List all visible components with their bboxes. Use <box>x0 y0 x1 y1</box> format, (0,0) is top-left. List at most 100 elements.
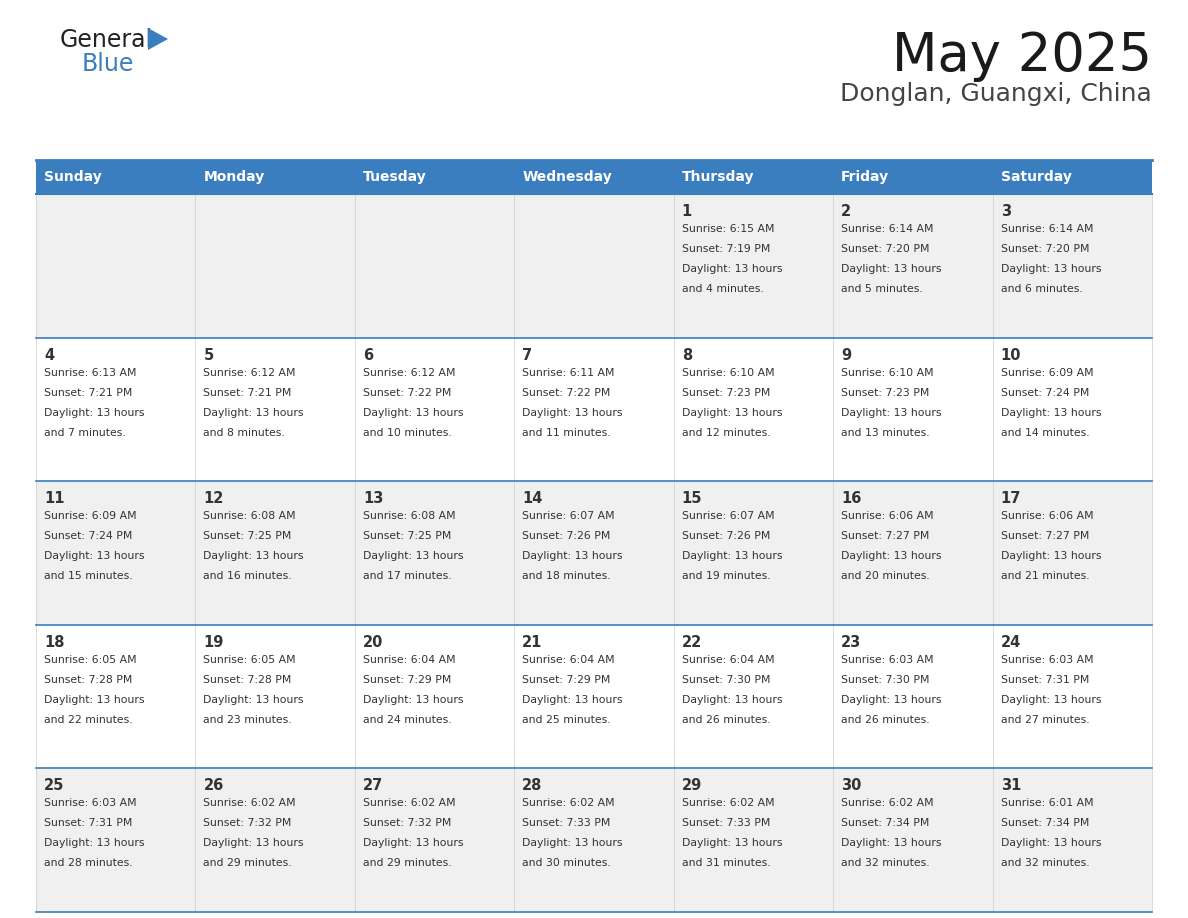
Text: and 6 minutes.: and 6 minutes. <box>1000 284 1082 294</box>
Text: Sunrise: 6:10 AM: Sunrise: 6:10 AM <box>682 367 775 377</box>
Text: Daylight: 13 hours: Daylight: 13 hours <box>523 695 623 705</box>
Text: 23: 23 <box>841 635 861 650</box>
Text: and 19 minutes.: and 19 minutes. <box>682 571 770 581</box>
Text: and 32 minutes.: and 32 minutes. <box>1000 858 1089 868</box>
Text: Saturday: Saturday <box>1000 170 1072 184</box>
Text: 9: 9 <box>841 348 852 363</box>
Text: Sunset: 7:31 PM: Sunset: 7:31 PM <box>1000 675 1089 685</box>
Text: Daylight: 13 hours: Daylight: 13 hours <box>841 551 942 561</box>
Text: Sunrise: 6:02 AM: Sunrise: 6:02 AM <box>682 799 775 809</box>
Text: Sunset: 7:25 PM: Sunset: 7:25 PM <box>362 532 451 542</box>
Text: and 26 minutes.: and 26 minutes. <box>841 715 930 725</box>
Text: 19: 19 <box>203 635 223 650</box>
Text: General: General <box>61 28 153 52</box>
Text: Sunrise: 6:03 AM: Sunrise: 6:03 AM <box>44 799 137 809</box>
Text: 6: 6 <box>362 348 373 363</box>
Text: Sunrise: 6:04 AM: Sunrise: 6:04 AM <box>523 655 615 665</box>
Text: 15: 15 <box>682 491 702 506</box>
Text: and 24 minutes.: and 24 minutes. <box>362 715 451 725</box>
Text: Sunset: 7:27 PM: Sunset: 7:27 PM <box>1000 532 1089 542</box>
Text: Sunrise: 6:14 AM: Sunrise: 6:14 AM <box>1000 224 1093 234</box>
Text: Sunrise: 6:05 AM: Sunrise: 6:05 AM <box>203 655 296 665</box>
Text: Sunset: 7:34 PM: Sunset: 7:34 PM <box>1000 819 1089 828</box>
Text: Sunrise: 6:02 AM: Sunrise: 6:02 AM <box>841 799 934 809</box>
Text: Thursday: Thursday <box>682 170 754 184</box>
Text: and 8 minutes.: and 8 minutes. <box>203 428 285 438</box>
Text: 12: 12 <box>203 491 223 506</box>
Text: Monday: Monday <box>203 170 265 184</box>
Text: and 26 minutes.: and 26 minutes. <box>682 715 770 725</box>
Text: Sunset: 7:21 PM: Sunset: 7:21 PM <box>44 387 132 397</box>
Bar <box>36 768 1152 912</box>
Text: Daylight: 13 hours: Daylight: 13 hours <box>44 408 145 418</box>
Text: and 29 minutes.: and 29 minutes. <box>362 858 451 868</box>
Text: 27: 27 <box>362 778 383 793</box>
Text: Daylight: 13 hours: Daylight: 13 hours <box>203 551 304 561</box>
Bar <box>36 194 1152 338</box>
Text: Sunset: 7:29 PM: Sunset: 7:29 PM <box>362 675 451 685</box>
Text: Daylight: 13 hours: Daylight: 13 hours <box>362 551 463 561</box>
Text: and 18 minutes.: and 18 minutes. <box>523 571 611 581</box>
Text: and 16 minutes.: and 16 minutes. <box>203 571 292 581</box>
Text: and 30 minutes.: and 30 minutes. <box>523 858 611 868</box>
Text: 14: 14 <box>523 491 543 506</box>
Text: Blue: Blue <box>82 52 134 76</box>
Text: Daylight: 13 hours: Daylight: 13 hours <box>523 551 623 561</box>
Text: and 28 minutes.: and 28 minutes. <box>44 858 133 868</box>
Text: and 23 minutes.: and 23 minutes. <box>203 715 292 725</box>
Text: 10: 10 <box>1000 348 1020 363</box>
Text: Daylight: 13 hours: Daylight: 13 hours <box>203 408 304 418</box>
Text: Sunset: 7:34 PM: Sunset: 7:34 PM <box>841 819 929 828</box>
Text: Sunset: 7:26 PM: Sunset: 7:26 PM <box>682 532 770 542</box>
Polygon shape <box>148 28 168 50</box>
Text: Sunrise: 6:10 AM: Sunrise: 6:10 AM <box>841 367 934 377</box>
Text: Donglan, Guangxi, China: Donglan, Guangxi, China <box>840 82 1152 106</box>
Text: Sunset: 7:23 PM: Sunset: 7:23 PM <box>682 387 770 397</box>
Text: Wednesday: Wednesday <box>523 170 612 184</box>
Text: Daylight: 13 hours: Daylight: 13 hours <box>682 264 782 274</box>
Text: Sunrise: 6:15 AM: Sunrise: 6:15 AM <box>682 224 775 234</box>
Text: Sunset: 7:19 PM: Sunset: 7:19 PM <box>682 244 770 254</box>
Text: Sunset: 7:27 PM: Sunset: 7:27 PM <box>841 532 929 542</box>
Text: Daylight: 13 hours: Daylight: 13 hours <box>682 551 782 561</box>
Text: Daylight: 13 hours: Daylight: 13 hours <box>44 695 145 705</box>
Text: Daylight: 13 hours: Daylight: 13 hours <box>1000 551 1101 561</box>
Text: Daylight: 13 hours: Daylight: 13 hours <box>682 408 782 418</box>
Text: Sunset: 7:24 PM: Sunset: 7:24 PM <box>1000 387 1089 397</box>
Text: Daylight: 13 hours: Daylight: 13 hours <box>1000 838 1101 848</box>
Text: and 20 minutes.: and 20 minutes. <box>841 571 930 581</box>
Text: Daylight: 13 hours: Daylight: 13 hours <box>682 695 782 705</box>
Text: and 25 minutes.: and 25 minutes. <box>523 715 611 725</box>
Text: Sunrise: 6:06 AM: Sunrise: 6:06 AM <box>1000 511 1093 521</box>
Text: Sunrise: 6:13 AM: Sunrise: 6:13 AM <box>44 367 137 377</box>
Text: Sunset: 7:26 PM: Sunset: 7:26 PM <box>523 532 611 542</box>
Text: May 2025: May 2025 <box>892 30 1152 82</box>
Text: 4: 4 <box>44 348 55 363</box>
Bar <box>36 338 1152 481</box>
Text: Sunset: 7:33 PM: Sunset: 7:33 PM <box>682 819 770 828</box>
Text: and 17 minutes.: and 17 minutes. <box>362 571 451 581</box>
Text: and 4 minutes.: and 4 minutes. <box>682 284 764 294</box>
Text: 30: 30 <box>841 778 861 793</box>
Text: and 15 minutes.: and 15 minutes. <box>44 571 133 581</box>
Text: Sunrise: 6:02 AM: Sunrise: 6:02 AM <box>523 799 615 809</box>
Text: 20: 20 <box>362 635 384 650</box>
Text: 8: 8 <box>682 348 691 363</box>
Text: 29: 29 <box>682 778 702 793</box>
Text: Sunrise: 6:14 AM: Sunrise: 6:14 AM <box>841 224 934 234</box>
Text: and 10 minutes.: and 10 minutes. <box>362 428 451 438</box>
Text: Daylight: 13 hours: Daylight: 13 hours <box>362 838 463 848</box>
Text: Sunrise: 6:11 AM: Sunrise: 6:11 AM <box>523 367 614 377</box>
Text: and 14 minutes.: and 14 minutes. <box>1000 428 1089 438</box>
Text: Daylight: 13 hours: Daylight: 13 hours <box>1000 264 1101 274</box>
Text: Sunrise: 6:06 AM: Sunrise: 6:06 AM <box>841 511 934 521</box>
Text: Sunset: 7:23 PM: Sunset: 7:23 PM <box>841 387 929 397</box>
Text: Daylight: 13 hours: Daylight: 13 hours <box>1000 408 1101 418</box>
Text: Daylight: 13 hours: Daylight: 13 hours <box>203 838 304 848</box>
Text: Sunrise: 6:08 AM: Sunrise: 6:08 AM <box>203 511 296 521</box>
Text: Sunset: 7:24 PM: Sunset: 7:24 PM <box>44 532 132 542</box>
Text: Sunrise: 6:03 AM: Sunrise: 6:03 AM <box>841 655 934 665</box>
Text: and 5 minutes.: and 5 minutes. <box>841 284 923 294</box>
Text: and 27 minutes.: and 27 minutes. <box>1000 715 1089 725</box>
Text: Sunset: 7:29 PM: Sunset: 7:29 PM <box>523 675 611 685</box>
